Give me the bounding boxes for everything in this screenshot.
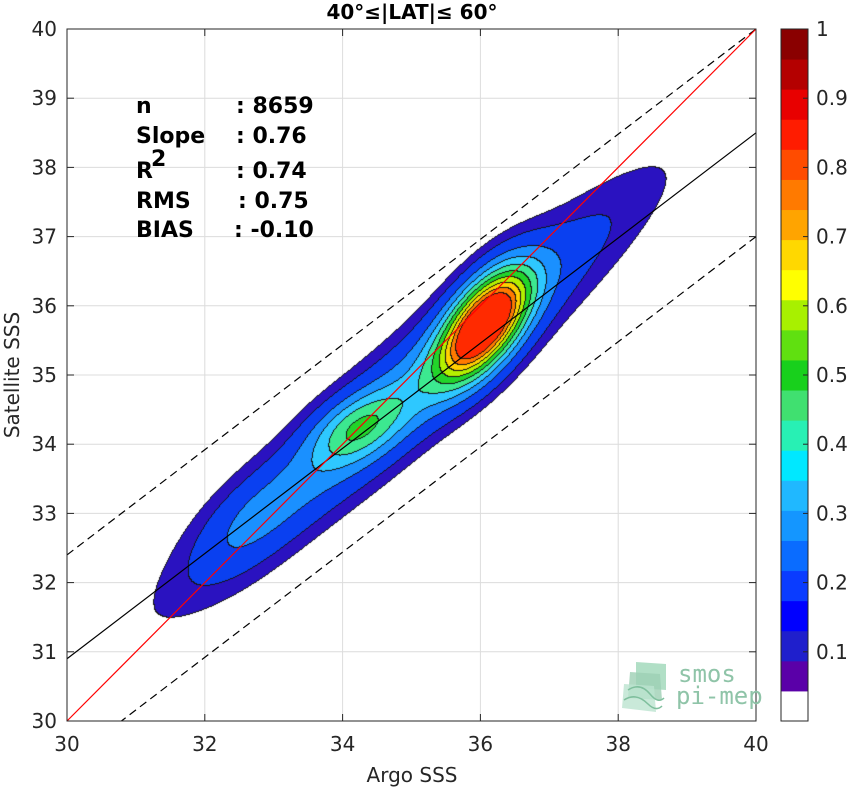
upper-bound-dashed-line xyxy=(66,28,757,556)
colorbar-segment xyxy=(781,239,808,271)
plot-area: 30 32 34 36 38 40 30 31 32 33 34 35 36 37 38 39 40 xyxy=(32,17,769,756)
y-tick-label: 34 xyxy=(32,432,57,456)
x-tick-label: 40 xyxy=(743,732,768,756)
colorbar-segment xyxy=(781,119,808,150)
x-tick-label: 38 xyxy=(605,732,630,756)
colorbar-segment xyxy=(781,209,808,241)
colorbar-segment xyxy=(781,660,808,692)
stat-key: RMS xyxy=(136,189,191,214)
lower-bound-dashed-line xyxy=(121,236,757,722)
colorbar-tick-label: 1 xyxy=(816,17,829,41)
y-tick-label: 39 xyxy=(32,86,57,110)
y-tick-label: 30 xyxy=(32,709,57,733)
colorbar-segment xyxy=(781,299,808,331)
colorbar-segment xyxy=(781,480,808,511)
colorbar-tick-label: 0.2 xyxy=(816,571,848,595)
y-axis-ticks: 30 31 32 33 34 35 36 37 38 39 40 xyxy=(32,17,756,733)
stat-value: : -0.10 xyxy=(234,218,314,243)
colorbar-segment xyxy=(781,540,808,572)
stat-value: : 0.76 xyxy=(236,124,307,149)
colorbar-tick-label: 0.7 xyxy=(816,225,848,249)
x-tick-label: 32 xyxy=(192,732,217,756)
colorbar-segment xyxy=(781,59,808,90)
colorbar-tick-label: 0.4 xyxy=(816,432,848,456)
statistics-annotation: n : 8659 Slope : 0.76 R2 : 0.74 RMS : 0.75 BIAS:… xyxy=(136,94,314,243)
x-axis-label: Argo SSS xyxy=(367,763,458,787)
logo-text-line2: pi-mep xyxy=(676,682,763,710)
colorbar-segment xyxy=(781,329,808,361)
colorbar-segment xyxy=(781,390,808,421)
y-tick-label: 32 xyxy=(32,571,57,595)
colorbar-tick-label: 0.5 xyxy=(816,363,848,387)
stat-value: : 8659 xyxy=(236,94,314,119)
colorbar-segment xyxy=(781,89,808,120)
y-axis-label: Satellite SSS xyxy=(0,312,24,438)
colorbar-tick-label: 0.9 xyxy=(816,86,848,110)
colorbar-segment xyxy=(781,179,808,211)
stat-key-superscript: 2 xyxy=(151,147,166,172)
one-to-one-line xyxy=(66,28,757,722)
colorbar-tick-label: 0.6 xyxy=(816,294,848,318)
chart-title: 40°≤|LAT|≤ 60° xyxy=(326,0,497,24)
reference-lines xyxy=(66,28,757,722)
stat-key: Slope xyxy=(136,124,205,149)
y-tick-label: 33 xyxy=(32,501,57,525)
smos-pi-mep-logo: smos pi-mep xyxy=(622,660,763,712)
y-tick-label: 37 xyxy=(32,225,57,249)
y-tick-label: 36 xyxy=(32,294,57,318)
x-tick-label: 34 xyxy=(330,732,355,756)
colorbar-segment xyxy=(781,570,808,602)
stat-key: R xyxy=(136,159,153,184)
colorbar-segment xyxy=(781,600,808,632)
colorbar-tick-label: 0.3 xyxy=(816,501,848,525)
logo-text-line1: smos xyxy=(678,660,736,688)
colorbar-segment xyxy=(781,510,808,541)
colorbar-segments xyxy=(781,29,808,722)
colorbar: 0.1 0.2 0.3 0.4 0.5 0.6 0.7 0.8 0.9 1 xyxy=(780,17,848,722)
stat-value: : 0.74 xyxy=(236,159,307,184)
colorbar-tick-label: 0.1 xyxy=(816,640,848,664)
colorbar-segment xyxy=(781,450,808,481)
stat-key: BIAS xyxy=(136,218,194,243)
y-tick-label: 35 xyxy=(32,363,57,387)
logo-mark-icon xyxy=(622,662,666,712)
colorbar-ticks: 0.1 0.2 0.3 0.4 0.5 0.6 0.7 0.8 0.9 1 xyxy=(803,17,848,664)
colorbar-segment xyxy=(781,149,808,180)
colorbar-segment xyxy=(781,269,808,301)
y-tick-label: 40 xyxy=(32,17,57,41)
y-tick-label: 31 xyxy=(32,640,57,664)
colorbar-tick-label: 0.8 xyxy=(816,155,848,179)
colorbar-segment xyxy=(781,29,808,60)
regression-line xyxy=(66,132,757,660)
stat-key: n xyxy=(136,94,152,119)
colorbar-segment xyxy=(781,630,808,662)
stat-value: : 0.75 xyxy=(238,189,309,214)
colorbar-segment xyxy=(781,420,808,451)
x-axis-ticks: 30 32 34 36 38 40 xyxy=(54,29,769,756)
x-tick-label: 36 xyxy=(468,732,493,756)
y-tick-label: 38 xyxy=(32,155,57,179)
x-tick-label: 30 xyxy=(54,732,79,756)
colorbar-segment xyxy=(781,690,808,722)
